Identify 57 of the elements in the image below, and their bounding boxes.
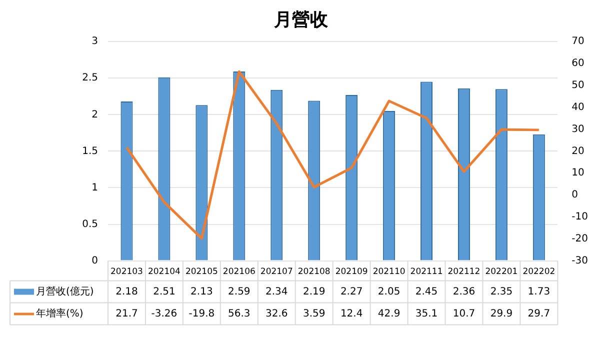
data-label: 42.9 <box>378 308 400 320</box>
data-label: 21.7 <box>116 308 138 320</box>
x-tick-label: 202103 <box>110 267 143 278</box>
data-label: -3.26 <box>151 308 178 320</box>
data-label: 2.34 <box>265 286 288 298</box>
y-tick-label: 0.5 <box>82 218 98 230</box>
x-tick-label: 202111 <box>410 267 443 278</box>
legend-label: 年增率(%) <box>36 307 84 320</box>
data-label: 10.7 <box>452 308 476 320</box>
y-tick-label: 1.5 <box>82 146 98 157</box>
data-label: 2.19 <box>302 286 326 298</box>
data-label: -19.8 <box>188 308 215 320</box>
x-tick-label: 202108 <box>298 267 330 278</box>
x-tick-label: 202112 <box>448 267 480 278</box>
y2-tick-label: 30 <box>572 124 584 135</box>
y2-tick-label: -30 <box>572 255 588 266</box>
data-label: 2.51 <box>153 286 176 298</box>
y2-tick-label: 40 <box>572 102 584 113</box>
x-tick-label: 202202 <box>522 267 556 278</box>
data-label: 2.13 <box>190 286 213 298</box>
y2-tick-label: 70 <box>572 36 584 48</box>
data-label: 12.4 <box>340 308 363 320</box>
y-tick-label: 2.5 <box>82 72 98 84</box>
data-label: 56.3 <box>228 308 250 320</box>
y2-tick-label: 10 <box>572 168 584 179</box>
y2-tick-label: -20 <box>572 233 588 244</box>
data-label: 2.27 <box>340 286 363 298</box>
data-label: 1.73 <box>528 286 550 298</box>
x-tick-label: 202104 <box>148 267 180 278</box>
x-tick-label: 202107 <box>260 267 293 278</box>
data-label: 29.9 <box>490 308 513 320</box>
y2-tick-label: -10 <box>572 212 588 223</box>
data-label: 2.18 <box>116 286 138 298</box>
data-label: 35.1 <box>415 308 438 320</box>
x-tick-label: 202201 <box>485 267 518 278</box>
y2-tick-label: 60 <box>572 58 584 70</box>
legend-label: 月營收(億元) <box>36 285 94 298</box>
data-label: 3.59 <box>302 308 326 320</box>
y-tick-label: 3 <box>92 36 98 48</box>
data-label: 2.35 <box>490 286 513 298</box>
x-tick-label: 202106 <box>222 267 256 278</box>
data-label: 2.05 <box>378 286 400 298</box>
y2-tick-label: 20 <box>572 146 584 157</box>
data-label: 2.59 <box>228 286 250 298</box>
x-tick-label: 202109 <box>335 267 368 278</box>
y2-tick-label: 50 <box>572 80 584 92</box>
data-label: 29.7 <box>528 308 550 320</box>
y2-tick-label: 0 <box>572 190 578 201</box>
y-tick-label: 1 <box>92 182 98 194</box>
y-tick-label: 0 <box>92 255 98 266</box>
data-label: 2.45 <box>415 286 438 298</box>
data-label: 32.6 <box>265 308 288 320</box>
y-tick-label: 2 <box>92 109 98 120</box>
x-tick-label: 202105 <box>185 267 218 278</box>
chart-title: 月營收 <box>273 9 329 30</box>
x-tick-label: 202110 <box>372 267 406 278</box>
data-label: 2.36 <box>452 286 476 298</box>
